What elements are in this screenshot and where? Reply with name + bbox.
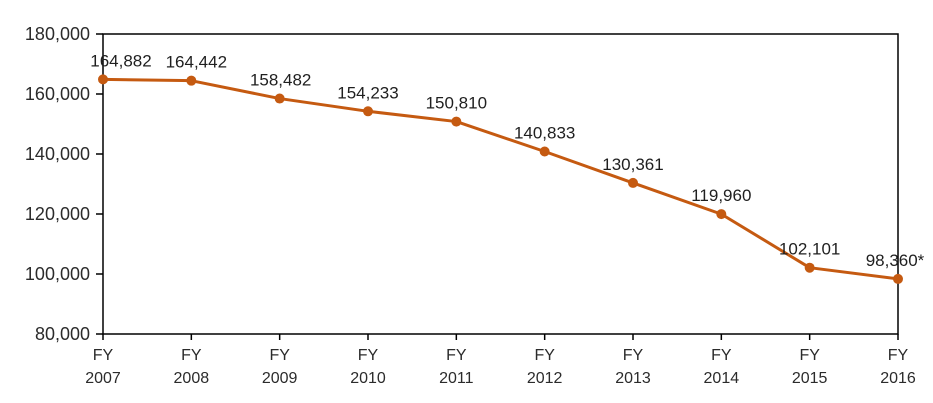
x-axis-label-year: 2014 bbox=[704, 370, 740, 387]
data-point bbox=[716, 209, 727, 220]
y-axis-label: 80,000 bbox=[35, 324, 90, 344]
y-axis-label: 180,000 bbox=[25, 24, 90, 44]
x-axis-label-prefix: FY bbox=[269, 347, 290, 364]
data-label: 102,101 bbox=[779, 240, 840, 259]
data-label: 140,833 bbox=[514, 124, 575, 143]
y-axis-label: 160,000 bbox=[25, 84, 90, 104]
data-label: 164,882 bbox=[90, 51, 151, 70]
y-axis-label: 140,000 bbox=[25, 144, 90, 164]
data-point bbox=[98, 74, 108, 85]
data-label: 164,442 bbox=[166, 53, 227, 72]
x-axis-label-year: 2010 bbox=[350, 370, 386, 387]
x-axis-label-year: 2009 bbox=[262, 370, 298, 387]
x-axis-label-year: 2015 bbox=[792, 370, 828, 387]
data-point bbox=[804, 262, 815, 273]
data-label: 98,360* bbox=[866, 251, 925, 270]
x-axis-label-prefix: FY bbox=[446, 347, 467, 364]
x-axis-label-prefix: FY bbox=[534, 347, 555, 364]
x-axis-label-year: 2013 bbox=[615, 370, 651, 387]
x-axis-label-year: 2008 bbox=[174, 370, 210, 387]
x-axis-label-prefix: FY bbox=[623, 347, 644, 364]
data-point bbox=[274, 93, 285, 104]
x-axis-label-year: 2011 bbox=[439, 370, 474, 387]
x-axis-label-year: 2007 bbox=[85, 370, 121, 387]
x-axis-label-prefix: FY bbox=[888, 347, 909, 364]
data-label: 130,361 bbox=[602, 155, 663, 174]
data-label: 150,810 bbox=[426, 94, 487, 113]
data-point bbox=[893, 273, 903, 284]
data-label: 158,482 bbox=[250, 71, 311, 90]
y-axis-label: 120,000 bbox=[25, 204, 90, 224]
x-axis-label-prefix: FY bbox=[799, 347, 820, 364]
y-axis-label: 100,000 bbox=[25, 264, 90, 284]
data-point bbox=[186, 75, 197, 86]
data-label: 154,233 bbox=[337, 83, 398, 102]
x-axis-label-prefix: FY bbox=[711, 347, 732, 364]
series-line bbox=[101, 77, 900, 281]
data-point bbox=[539, 146, 550, 157]
x-axis-label-year: 2012 bbox=[527, 370, 563, 387]
x-axis-label-prefix: FY bbox=[93, 347, 114, 364]
data-point bbox=[363, 106, 373, 117]
plot-border bbox=[102, 33, 899, 335]
data-point bbox=[451, 116, 462, 127]
x-axis-label-prefix: FY bbox=[358, 347, 379, 364]
data-point bbox=[628, 177, 638, 188]
data-label: 119,960 bbox=[691, 186, 751, 205]
x-axis-label-year: 2016 bbox=[880, 370, 916, 387]
x-axis-label-prefix: FY bbox=[181, 347, 202, 364]
